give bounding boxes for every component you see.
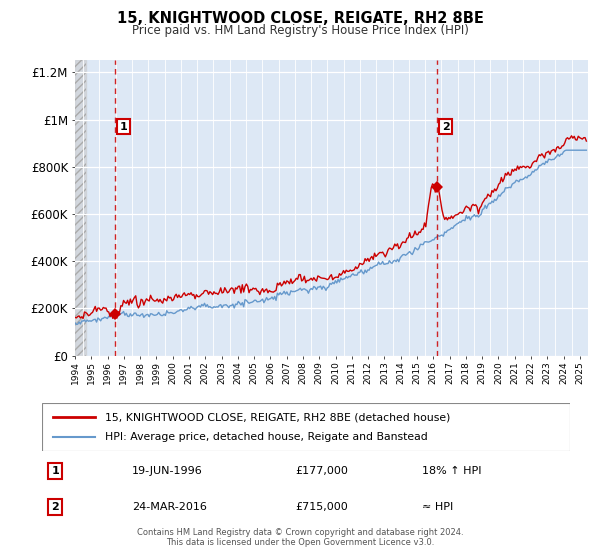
Text: Contains HM Land Registry data © Crown copyright and database right 2024.: Contains HM Land Registry data © Crown c… — [137, 528, 463, 536]
Text: £715,000: £715,000 — [295, 502, 348, 512]
Bar — [75, 60, 86, 356]
Text: This data is licensed under the Open Government Licence v3.0.: This data is licensed under the Open Gov… — [166, 538, 434, 547]
Text: £177,000: £177,000 — [295, 466, 349, 476]
Text: 2: 2 — [442, 122, 449, 132]
Text: 19-JUN-1996: 19-JUN-1996 — [132, 466, 203, 476]
Text: HPI: Average price, detached house, Reigate and Banstead: HPI: Average price, detached house, Reig… — [106, 432, 428, 442]
Text: 1: 1 — [52, 466, 59, 476]
Text: 15, KNIGHTWOOD CLOSE, REIGATE, RH2 8BE: 15, KNIGHTWOOD CLOSE, REIGATE, RH2 8BE — [116, 11, 484, 26]
Text: 2: 2 — [52, 502, 59, 512]
Text: Price paid vs. HM Land Registry's House Price Index (HPI): Price paid vs. HM Land Registry's House … — [131, 24, 469, 36]
Text: 1: 1 — [120, 122, 128, 132]
Text: 18% ↑ HPI: 18% ↑ HPI — [422, 466, 482, 476]
Text: 24-MAR-2016: 24-MAR-2016 — [132, 502, 206, 512]
Bar — [75, 60, 86, 356]
Text: ≈ HPI: ≈ HPI — [422, 502, 454, 512]
Text: 15, KNIGHTWOOD CLOSE, REIGATE, RH2 8BE (detached house): 15, KNIGHTWOOD CLOSE, REIGATE, RH2 8BE (… — [106, 413, 451, 422]
